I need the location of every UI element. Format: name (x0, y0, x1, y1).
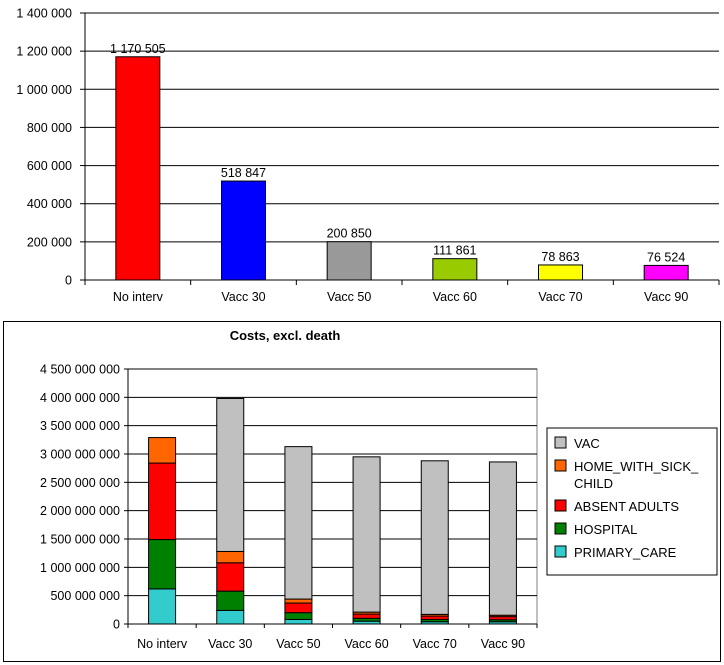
cases-bar-chart: 0 200 000 400 000 600 000 800 000 1 000 000 1 … (16, 7, 720, 304)
bar-segment (216, 550, 245, 564)
bar (326, 241, 372, 281)
y-tick-label: 4 500 000 000 (40, 363, 120, 377)
plot-area (127, 368, 538, 625)
bar-segment (352, 613, 381, 619)
bar-segment (216, 562, 245, 592)
x-tick-label: Vacc 60 (344, 637, 388, 651)
bar-segment (284, 446, 313, 600)
x-tick-label: No interv (113, 290, 164, 304)
x-tick-label: Vacc 70 (538, 290, 582, 304)
y-tick-label: 1 000 000 (16, 83, 72, 97)
y-tick-label: 200 000 (27, 235, 72, 249)
x-tick-label: Vacc 50 (327, 290, 371, 304)
bar-segment (284, 602, 313, 614)
legend-label: HOME_WITH_SICK_ CHILD (574, 459, 699, 491)
bar-segment (216, 609, 245, 625)
legend-swatch (554, 545, 567, 558)
bar-segment (284, 618, 313, 625)
legend-label: HOSPITAL (574, 522, 637, 537)
data-label: 518 847 (221, 166, 266, 180)
x-tick-label: Vacc 70 (413, 637, 457, 651)
y-tick-label: 500 000 000 (50, 589, 120, 603)
bar (432, 258, 478, 281)
data-label: 1 170 505 (110, 42, 166, 56)
y-tick-label: 2 000 000 000 (40, 504, 120, 518)
y-tick-label: 0 (113, 618, 120, 632)
bar-segment (420, 615, 449, 620)
legend-label: VAC (574, 436, 600, 451)
y-tick-label: 4 000 000 000 (40, 391, 120, 405)
bar-segment (420, 460, 449, 615)
data-label: 78 863 (541, 250, 579, 264)
bar-segment (488, 461, 517, 616)
y-tick-label: 2 500 000 000 (40, 476, 120, 490)
y-tick-label: 1 500 000 000 (40, 533, 120, 547)
bar-segment (148, 462, 177, 541)
bar-segment (284, 612, 313, 620)
bar-segment (148, 437, 177, 464)
x-tick-label: Vacc 30 (221, 290, 265, 304)
x-tick-label: Vacc 30 (208, 637, 252, 651)
bar-segment (148, 588, 177, 625)
legend-swatch (554, 459, 567, 472)
legend-label: PRIMARY_CARE (574, 545, 677, 560)
y-tick-label: 0 (65, 274, 72, 288)
legend-swatch (554, 499, 567, 512)
legend-label: ABSENT ADULTS (574, 499, 679, 514)
x-tick-label: Vacc 90 (481, 637, 525, 651)
costs-stacked-bar-chart: Costs, excl. death 0 500 000 000 1 000 000… (40, 328, 718, 651)
legend: VAC HOME_WITH_SICK_ CHILD ABSENT ADULTS HOSP… (546, 427, 718, 576)
costs-chart-frame: Costs, excl. death 0 500 000 000 1 000 000… (3, 321, 721, 662)
legend-box (546, 427, 718, 576)
bar (115, 56, 161, 281)
bar-segment (216, 590, 245, 611)
x-tick-label: Vacc 60 (433, 290, 477, 304)
data-label: 76 524 (647, 250, 685, 264)
bar (221, 180, 266, 281)
y-tick-label: 1 400 000 (16, 7, 72, 21)
y-tick-label: 600 000 (27, 159, 72, 173)
y-tick-label: 800 000 (27, 121, 72, 135)
x-tick-label: Vacc 90 (644, 290, 688, 304)
x-tick-label: No interv (137, 637, 188, 651)
data-label: 200 850 (327, 227, 372, 241)
y-tick-label: 3 000 000 000 (40, 448, 120, 462)
bar-segment (148, 539, 177, 590)
y-tick-label: 1 200 000 (16, 45, 72, 59)
y-tick-label: 3 500 000 000 (40, 419, 120, 433)
y-tick-label: 400 000 (27, 197, 72, 211)
legend-swatch (554, 522, 567, 535)
bar-segment (216, 397, 245, 552)
chart-title: Costs, excl. death (230, 328, 341, 343)
bar-segment (284, 598, 313, 604)
bar (643, 264, 689, 281)
y-tick-label: 1 000 000 000 (40, 561, 120, 575)
legend-swatch (554, 436, 567, 449)
data-label: 111 861 (433, 244, 476, 258)
bar (538, 264, 583, 281)
bar-segment (352, 456, 381, 613)
x-tick-label: Vacc 50 (276, 637, 320, 651)
